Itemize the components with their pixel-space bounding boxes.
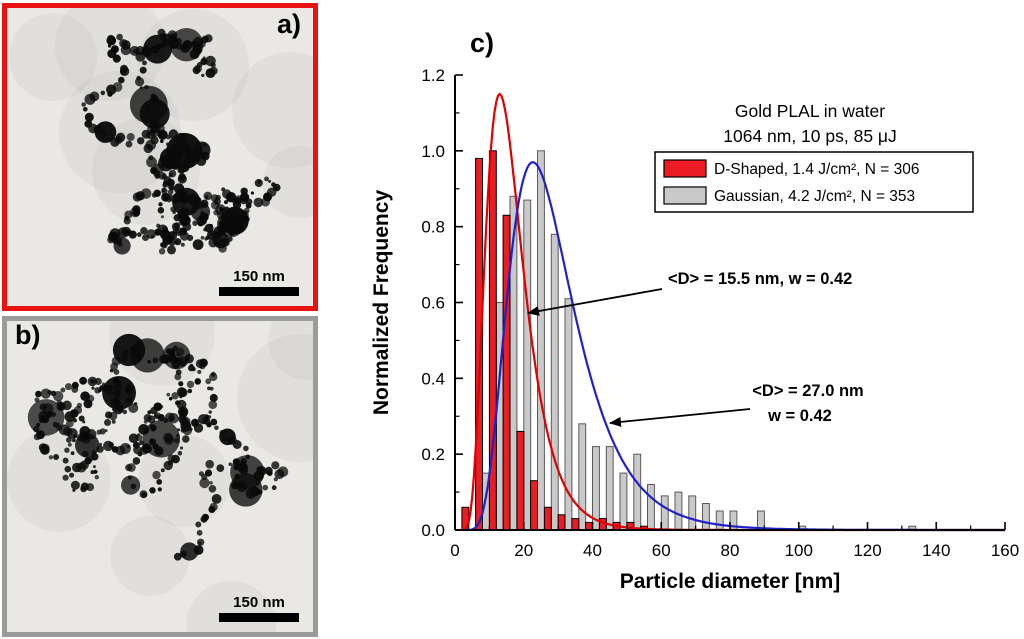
gaussian-bar [688, 495, 697, 531]
legend-box [654, 151, 974, 213]
gaussian-bar [674, 491, 683, 531]
scale-bar-a: 150 nm [219, 268, 299, 296]
svg-text:0.0: 0.0 [421, 521, 445, 540]
gaussian-bar [633, 453, 642, 531]
svg-text:0: 0 [450, 541, 459, 560]
svg-text:0.2: 0.2 [421, 445, 445, 464]
x-axis-title: Particle diameter [nm] [620, 570, 841, 593]
svg-text:80: 80 [721, 541, 740, 560]
svg-text:20: 20 [514, 541, 533, 560]
svg-text:100: 100 [785, 541, 813, 560]
svg-text:40: 40 [583, 541, 602, 560]
svg-text:1.0: 1.0 [421, 142, 445, 161]
legend-header: 1064 nm, 10 ps, 85 μJ [723, 126, 897, 146]
svg-text:60: 60 [652, 541, 671, 560]
gaussian-bar [523, 199, 532, 531]
gaussian-bar [619, 472, 628, 531]
svg-text:160: 160 [991, 541, 1019, 560]
scale-bar-a-line [219, 287, 299, 296]
tem-panel-a: a) 150 nm [2, 3, 318, 311]
annotation-gaussian-line1: <D> = 27.0 nm [752, 382, 863, 400]
svg-text:0.4: 0.4 [421, 369, 445, 388]
gaussian-bar [660, 495, 669, 531]
svg-text:120: 120 [853, 541, 881, 560]
tem-panel-b: b) 150 nm [2, 316, 318, 637]
d-shaped-bar [502, 214, 511, 531]
panel-c-label: c) [470, 28, 494, 58]
legend-header: Gold PLAL in water [735, 101, 885, 121]
scale-bar-b: 150 nm [219, 594, 299, 622]
scale-bar-a-text: 150 nm [233, 268, 285, 285]
annotation-arrow-d-shaped [527, 288, 663, 316]
svg-text:0.8: 0.8 [421, 218, 445, 237]
gaussian-bar [495, 302, 504, 531]
d-shaped-bar [585, 521, 594, 531]
svg-text:140: 140 [922, 541, 950, 560]
scale-bar-b-text: 150 nm [233, 594, 285, 611]
gaussian-bar [715, 510, 724, 531]
legend-label: Gaussian, 4.2 J/cm², N = 353 [714, 188, 915, 205]
d-shaped-bar [516, 430, 525, 531]
gaussian-bar [578, 423, 587, 531]
gaussian-bar [605, 446, 614, 531]
annotation-arrow-gaussian [609, 408, 751, 427]
legend-swatch [663, 159, 707, 178]
legend-label: D-Shaped, 1.4 J/cm², N = 306 [714, 161, 919, 178]
d-shaped-bar [571, 518, 580, 531]
d-shaped-bar [530, 480, 539, 531]
gaussian-bar [647, 484, 655, 531]
panel-b-label: b) [15, 320, 41, 350]
tem-micrograph-a [7, 8, 313, 306]
d-shaped-bar [557, 514, 566, 531]
gaussian-bar [537, 150, 545, 531]
gaussian-bar [550, 233, 559, 531]
tem-micrograph-b [7, 321, 313, 632]
legend-swatch [663, 186, 707, 205]
scale-bar-b-line [219, 613, 299, 622]
d-shaped-bar [543, 506, 552, 531]
annotation-gaussian-line2: w = 0.42 [767, 407, 832, 425]
y-axis-title: Normalized Frequency [370, 190, 393, 416]
fit-curve [465, 161, 1005, 532]
svg-text:1.2: 1.2 [421, 66, 445, 85]
svg-text:0.6: 0.6 [421, 294, 445, 313]
annotation-d-shaped: <D> = 15.5 nm, w = 0.42 [668, 270, 852, 288]
panel-a-label: a) [276, 9, 301, 39]
histogram-chart: c) 0 20 40 60 80 100 120 140 160 0.0 0.2 0.4 0.6 0.8 1.… [370, 28, 1019, 593]
gaussian-bar [702, 503, 710, 531]
